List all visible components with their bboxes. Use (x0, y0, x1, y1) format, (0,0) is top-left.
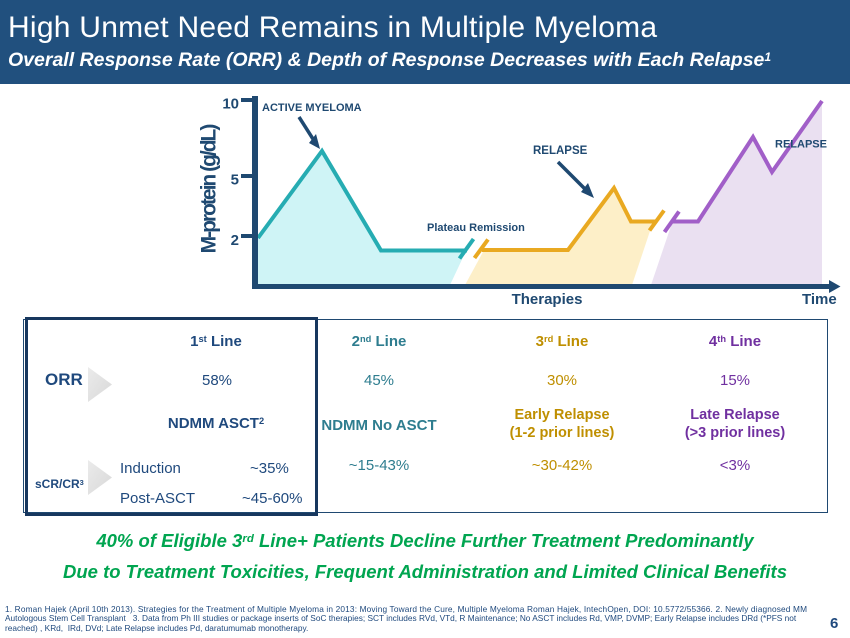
svg-text:M-protein (g/dL): M-protein (g/dL) (198, 125, 221, 254)
svg-text:ACTIVE MYELOMA: ACTIVE MYELOMA (262, 102, 362, 114)
svg-text:RELAPSE: RELAPSE (533, 145, 588, 157)
svg-text:10: 10 (222, 96, 239, 113)
svg-text:Therapies: Therapies (512, 291, 583, 308)
svg-text:RELAPSE: RELAPSE (775, 139, 827, 151)
svg-text:2: 2 (231, 232, 239, 249)
svg-text:Plateau Remission: Plateau Remission (427, 222, 525, 234)
svg-text:5: 5 (231, 172, 239, 189)
svg-text:Time: Time (802, 291, 837, 308)
